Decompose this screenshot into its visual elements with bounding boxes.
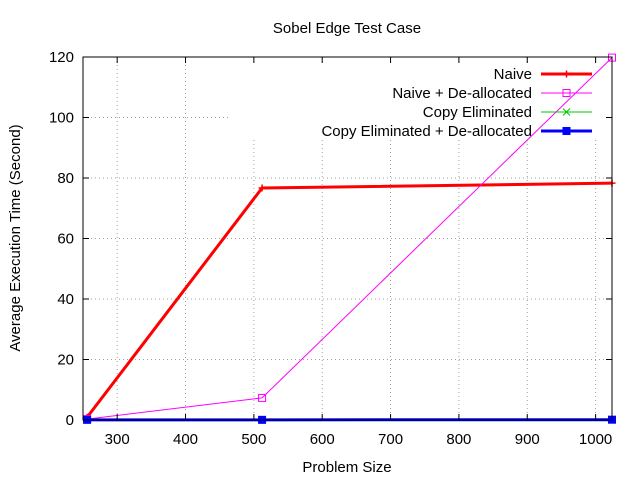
legend-marker xyxy=(562,108,571,116)
legend-label: Copy Eliminated + De-allocated xyxy=(321,123,532,140)
legend-label: Naive + De-allocated xyxy=(392,85,532,102)
legend-marker xyxy=(563,70,570,78)
series-line xyxy=(87,57,613,420)
x-tick-label: 300 xyxy=(105,431,130,448)
x-tick-label: 800 xyxy=(446,431,471,448)
x-tick-label: 700 xyxy=(378,431,403,448)
x-tick-label: 1000 xyxy=(579,431,612,448)
x-tick-label: 600 xyxy=(310,431,335,448)
data-point xyxy=(258,184,266,192)
y-tick-label: 40 xyxy=(57,291,74,308)
legend-marker xyxy=(562,127,571,135)
x-axis-label: Problem Size xyxy=(302,459,391,476)
legend-label: Naive xyxy=(494,66,532,83)
ticks: 0 20 40 60 80 100 120 300 400 500 600 700 800 900 1000 xyxy=(49,49,612,448)
data-point xyxy=(258,393,267,402)
x-tick-label: 400 xyxy=(173,431,198,448)
chart-title: Sobel Edge Test Case xyxy=(273,20,421,37)
y-tick-label: 20 xyxy=(57,352,74,369)
y-axis-label: Average Execution Time (Second) xyxy=(7,124,24,351)
y-tick-label: 0 xyxy=(66,412,74,429)
y-tick-label: 120 xyxy=(49,49,74,66)
x-tick-label: 900 xyxy=(515,431,540,448)
legend-entry: Copy Eliminated xyxy=(423,104,592,121)
legend-entry: Naive + De-allocated xyxy=(392,85,592,102)
legend-entry: Copy Eliminated + De-allocated xyxy=(321,123,592,140)
x-tick-label: 500 xyxy=(241,431,266,448)
legend-label: Copy Eliminated xyxy=(423,104,532,121)
y-tick-label: 60 xyxy=(57,231,74,248)
legend-entry: Naive xyxy=(494,66,592,83)
grid xyxy=(83,57,612,420)
legend-marker xyxy=(562,89,571,97)
legend: Naive Naive + De-allocated Copy Eliminated… xyxy=(321,66,592,140)
y-tick-label: 100 xyxy=(49,110,74,127)
y-tick-label: 80 xyxy=(57,170,74,187)
